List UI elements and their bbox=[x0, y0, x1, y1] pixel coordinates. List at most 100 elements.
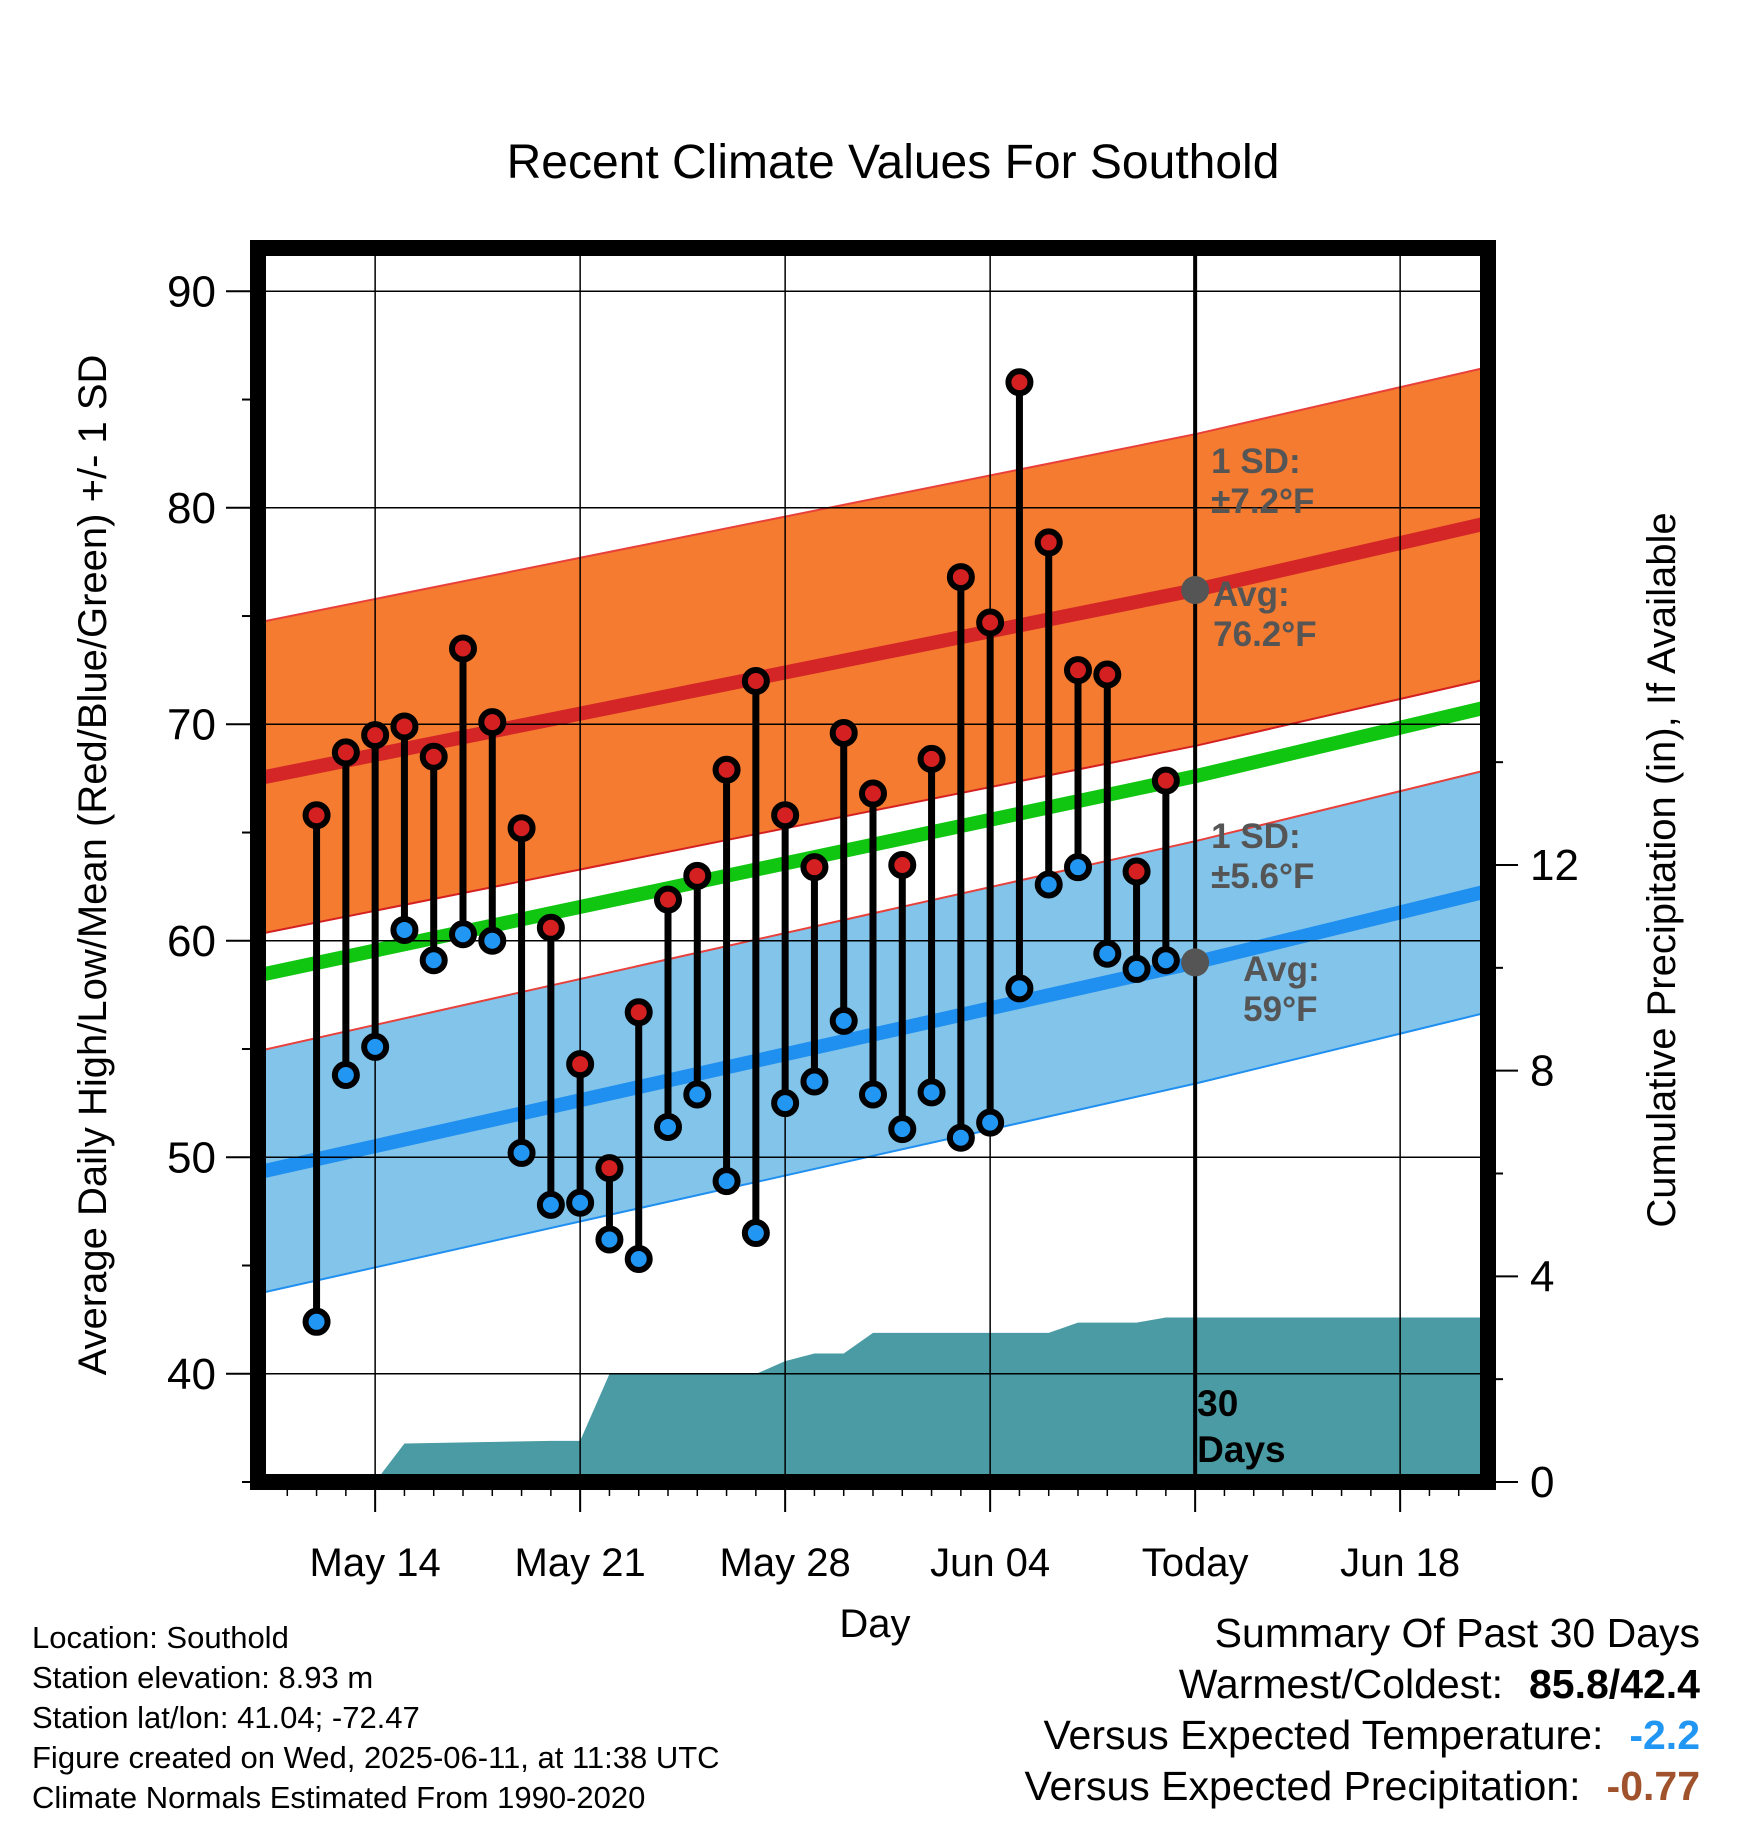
high-point bbox=[976, 608, 1005, 637]
temp-departure-label: Versus Expected Temperature: bbox=[1043, 1712, 1604, 1758]
high-point bbox=[302, 801, 331, 830]
high-point bbox=[1093, 660, 1122, 689]
high-point bbox=[1122, 857, 1151, 886]
days-label: 30 bbox=[1197, 1383, 1238, 1424]
high-point bbox=[654, 885, 682, 914]
high-point bbox=[566, 1050, 595, 1079]
low-sd-label: 1 SD: bbox=[1211, 817, 1300, 856]
low-point bbox=[946, 1123, 975, 1152]
low-point bbox=[654, 1112, 682, 1141]
low-point bbox=[478, 926, 507, 955]
x-tick-label: Jun 18 bbox=[1340, 1541, 1460, 1585]
low-point bbox=[859, 1080, 887, 1109]
y-tick-label: 40 bbox=[167, 1350, 216, 1399]
warmest-coldest-label: Warmest/Coldest: bbox=[1178, 1661, 1503, 1707]
low-point bbox=[800, 1067, 829, 1096]
y-axis-label: Average Daily High/Low/Mean (Red/Blue/Gr… bbox=[71, 355, 115, 1376]
y2-tick-label: 0 bbox=[1530, 1458, 1554, 1507]
info-latlon: Station lat/lon: 41.04; -72.47 bbox=[32, 1700, 420, 1735]
y-tick-label: 60 bbox=[167, 917, 216, 966]
high-avg-label: 76.2°F bbox=[1213, 615, 1317, 654]
high-avg-today-marker bbox=[1181, 576, 1210, 605]
high-point bbox=[859, 779, 887, 808]
high-sd-label: ±7.2°F bbox=[1211, 482, 1314, 521]
low-point bbox=[683, 1080, 712, 1109]
chart-title: Recent Climate Values For Southold bbox=[507, 136, 1280, 189]
x-tick-label: Today bbox=[1142, 1541, 1249, 1585]
low-point bbox=[331, 1060, 360, 1089]
precipitation-area bbox=[345, 1317, 1488, 1482]
high-point bbox=[683, 861, 712, 890]
summary-heading: Summary Of Past 30 Days bbox=[1214, 1610, 1700, 1656]
low-point bbox=[1034, 870, 1063, 899]
high-point bbox=[624, 998, 653, 1027]
low-point bbox=[829, 1006, 858, 1035]
station-info: Location: Southold Station elevation: 8.… bbox=[32, 1618, 720, 1818]
low-sd-label: ±5.6°F bbox=[1211, 857, 1314, 896]
high-point bbox=[1151, 766, 1180, 795]
low-point bbox=[390, 915, 419, 944]
summary-temp-row: Versus Expected Temperature: -2.2 bbox=[1024, 1710, 1700, 1761]
low-point bbox=[1064, 853, 1092, 882]
high-point bbox=[361, 721, 390, 750]
low-avg-label: Avg: bbox=[1243, 950, 1319, 989]
x-tick-label: May 28 bbox=[720, 1541, 851, 1585]
high-point bbox=[800, 853, 829, 882]
days-label: Days bbox=[1197, 1429, 1285, 1470]
summary-precip-row: Versus Expected Precipitation: -0.77 bbox=[1024, 1761, 1700, 1812]
high-point bbox=[536, 913, 565, 942]
high-point bbox=[1064, 656, 1092, 685]
low-point bbox=[536, 1190, 565, 1219]
y2-tick-label: 8 bbox=[1530, 1047, 1554, 1096]
low-point bbox=[566, 1188, 595, 1217]
y2-axis-label: Cumulative Precipitation (in), If Availa… bbox=[1640, 512, 1684, 1227]
high-point bbox=[595, 1154, 624, 1183]
low-point bbox=[1005, 974, 1034, 1003]
low-point bbox=[976, 1108, 1005, 1137]
y-tick-label: 80 bbox=[167, 484, 216, 533]
high-point bbox=[771, 801, 800, 830]
low-point bbox=[419, 946, 448, 975]
low-avg-label: 59°F bbox=[1243, 990, 1317, 1029]
high-point bbox=[1034, 528, 1063, 557]
precip-departure-value: -0.77 bbox=[1606, 1763, 1700, 1809]
info-created: Figure created on Wed, 2025-06-11, at 11… bbox=[32, 1740, 720, 1775]
temp-departure-value: -2.2 bbox=[1629, 1712, 1700, 1758]
x-tick-label: May 21 bbox=[515, 1541, 646, 1585]
high-point bbox=[946, 563, 975, 592]
y2-tick-label: 12 bbox=[1530, 841, 1579, 890]
info-location: Location: Southold bbox=[32, 1620, 289, 1655]
low-point bbox=[917, 1078, 946, 1107]
warmest-coldest-value: 85.8/42.4 bbox=[1529, 1661, 1700, 1707]
y-tick-label: 50 bbox=[167, 1133, 216, 1182]
info-normals-period: Climate Normals Estimated From 1990-2020 bbox=[32, 1780, 646, 1815]
low-point bbox=[302, 1307, 331, 1336]
low-point bbox=[712, 1167, 741, 1196]
high-point bbox=[331, 738, 360, 767]
x-tick-label: Jun 04 bbox=[930, 1541, 1050, 1585]
low-point bbox=[1151, 946, 1180, 975]
low-point bbox=[507, 1138, 536, 1167]
high-point bbox=[419, 742, 448, 771]
low-point bbox=[741, 1219, 770, 1248]
low-point bbox=[624, 1245, 653, 1274]
low-point bbox=[361, 1032, 390, 1061]
info-elevation: Station elevation: 8.93 m bbox=[32, 1660, 374, 1695]
low-avg-today-marker bbox=[1181, 948, 1210, 977]
high-avg-label: Avg: bbox=[1213, 575, 1289, 614]
precip-departure-label: Versus Expected Precipitation: bbox=[1024, 1763, 1581, 1809]
y-tick-label: 90 bbox=[167, 267, 216, 316]
y-tick-label: 70 bbox=[167, 700, 216, 749]
high-point bbox=[390, 712, 419, 741]
low-point bbox=[595, 1225, 624, 1254]
y2-tick-label: 4 bbox=[1530, 1252, 1554, 1301]
low-point bbox=[1122, 954, 1151, 983]
low-point bbox=[449, 920, 477, 949]
low-point bbox=[888, 1115, 917, 1144]
low-point bbox=[771, 1089, 800, 1118]
high-point bbox=[829, 718, 858, 747]
low-point bbox=[1093, 939, 1122, 968]
high-point bbox=[478, 708, 507, 737]
summary-panel: Summary Of Past 30 Days Warmest/Coldest:… bbox=[1024, 1608, 1700, 1812]
